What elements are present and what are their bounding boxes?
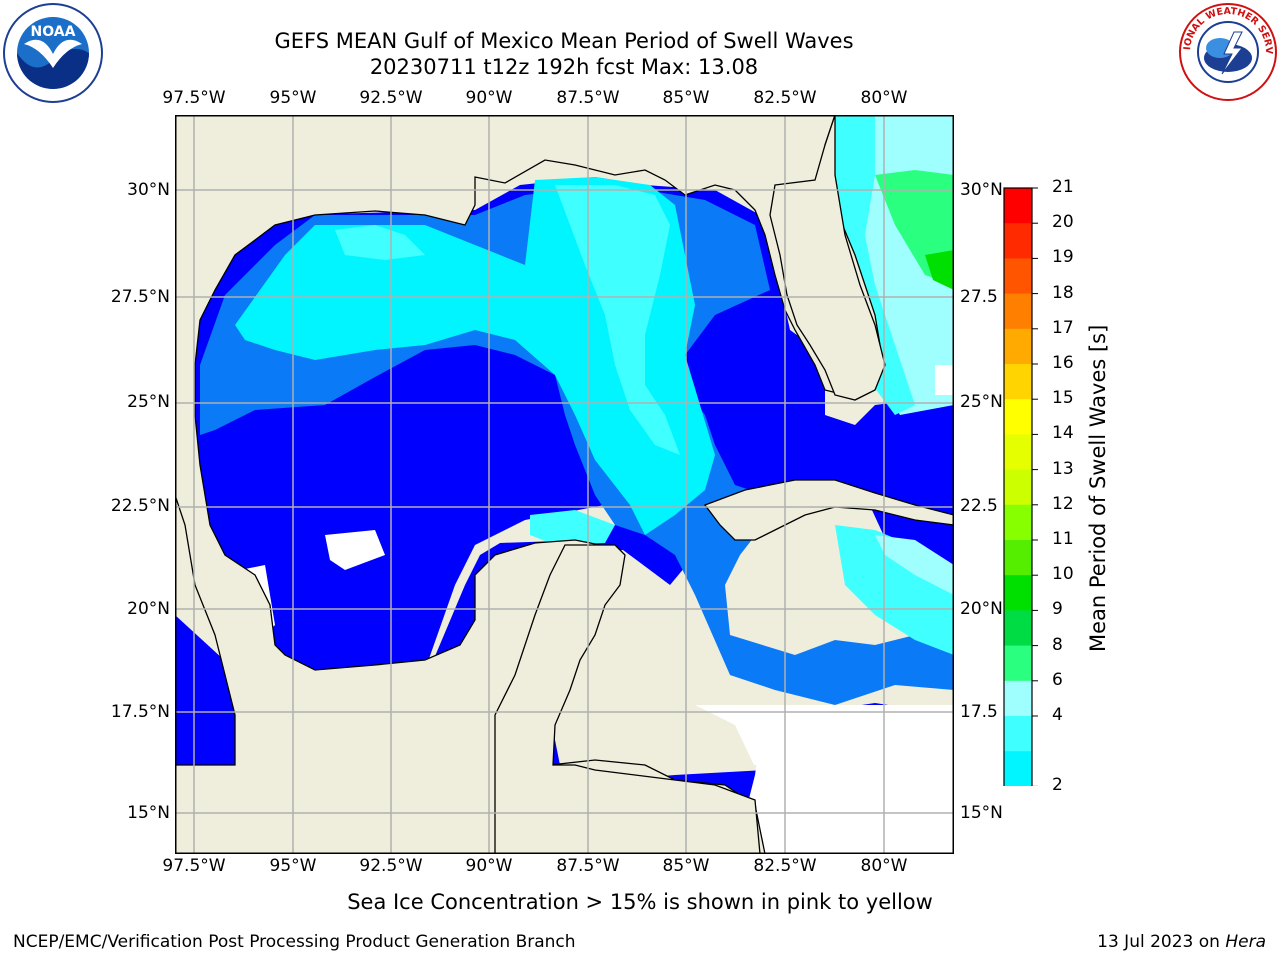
lat-label-right: 25°N (960, 392, 1003, 412)
footer-host: Hera (1225, 932, 1266, 952)
lon-label-bottom: 80°W (860, 856, 908, 876)
lon-label-bottom: 82.5°W (753, 856, 817, 876)
colorbar (1003, 187, 1038, 786)
colorbar-tick-label: 11 (1052, 529, 1074, 549)
lat-label-left: 20°N (127, 599, 170, 619)
lon-label-top: 87.5°W (556, 88, 620, 108)
colorbar-segment (1004, 575, 1032, 611)
lat-label-right: 17.5 (960, 702, 998, 722)
lon-label-bottom: 92.5°W (359, 856, 423, 876)
colorbar-tick-label: 15 (1052, 388, 1074, 409)
no-data-area (325, 530, 385, 570)
colorbar-segment (1004, 680, 1032, 717)
noaa-logo-icon: NOAA (3, 3, 103, 103)
band-light-cyan (555, 185, 680, 455)
colorbar-segment (1004, 399, 1032, 435)
footer-date-text: 13 Jul 2023 on (1097, 932, 1220, 952)
colorbar-label: Mean Period of Swell Waves [s] (1086, 324, 1110, 652)
lat-label-right: 20°N (960, 599, 1003, 619)
lon-label-top: 90°W (465, 88, 513, 108)
chart-title: GEFS MEAN Gulf of Mexico Mean Period of … (274, 29, 854, 53)
colorbar-tick-label: 8 (1052, 634, 1063, 655)
band-light-cyan-2 (335, 225, 425, 260)
colorbar-segment (1004, 610, 1032, 647)
colorbar-segment (1004, 328, 1032, 365)
colorbar-segment (1004, 434, 1032, 471)
lat-label-right: 27.5 (960, 287, 998, 307)
lon-label-bottom: 87.5°W (556, 856, 620, 876)
colorbar-segment (1004, 540, 1032, 576)
colorbar-tick-label: 20 (1052, 212, 1074, 233)
colorbar-tick-label: 16 (1052, 353, 1074, 373)
gulf-of-mexico-map (175, 115, 954, 854)
land-us-coast (175, 115, 954, 854)
colorbar-segment (1004, 258, 1032, 295)
colorbar-tick-label: 21 (1052, 177, 1074, 197)
colorbar-tick-label: 6 (1052, 669, 1063, 690)
sea-ice-note: Sea Ice Concentration > 15% is shown in … (347, 890, 933, 914)
colorbar-tick-label: 4 (1052, 705, 1063, 725)
land-florida (769, 115, 886, 401)
colorbar-segment (1004, 469, 1032, 506)
colorbar-segment (1004, 188, 1032, 224)
colorbar-tick-label: 10 (1052, 564, 1074, 585)
colorbar-segment (1004, 716, 1032, 752)
noaa-logo-text: NOAA (31, 24, 76, 40)
lon-label-top: 97.5°W (162, 88, 226, 108)
lat-label-left: 22.5°N (110, 496, 170, 516)
lon-label-top: 92.5°W (359, 88, 423, 108)
nws-logo-icon: NATIONAL WEATHER SERVICE (1178, 2, 1277, 101)
lon-label-bottom: 85°W (662, 856, 710, 876)
lon-label-top: 82.5°W (753, 88, 817, 108)
colorbar-tick-label: 17 (1052, 317, 1074, 338)
map-gridlines (175, 115, 954, 854)
lon-label-top: 85°W (662, 88, 710, 108)
land-yucatan (494, 544, 761, 854)
lon-label-top: 95°W (269, 88, 317, 108)
lon-label-bottom: 95°W (269, 856, 317, 876)
colorbar-tick-label: 9 (1052, 599, 1063, 620)
colorbar-tick-label: 12 (1052, 493, 1074, 514)
lat-label-left: 17.5°N (110, 702, 170, 722)
lat-label-right: 15°N (960, 803, 1003, 823)
colorbar-tick-label: 2 (1052, 775, 1063, 796)
caribbean-light-cyan (875, 535, 954, 595)
lon-label-top: 80°W (860, 88, 908, 108)
colorbar-segment (1004, 751, 1032, 786)
colorbar-tick-label: 19 (1052, 247, 1074, 268)
no-data-area-4 (735, 705, 954, 854)
lat-label-left: 15°N (127, 803, 170, 823)
lat-label-right: 30°N (960, 180, 1003, 200)
lat-label-right: 22.5 (960, 496, 998, 516)
colorbar-segment (1004, 645, 1032, 682)
land-cuba (703, 479, 954, 541)
lon-label-bottom: 90°W (465, 856, 513, 876)
colorbar-segment (1004, 504, 1032, 541)
colorbar-segment (1004, 223, 1032, 259)
colorbar-segment (1004, 364, 1032, 400)
no-data-area-3 (695, 705, 775, 765)
lat-label-left: 30°N (127, 180, 170, 200)
colorbar-segment (1004, 293, 1032, 330)
colorbar-tick-label: 13 (1052, 458, 1074, 479)
lon-label-bottom: 97.5°W (162, 856, 226, 876)
lat-label-left: 25°N (127, 392, 170, 412)
lat-label-left: 27.5°N (110, 287, 170, 307)
footer-producer: NCEP/EMC/Verification Post Processing Pr… (13, 932, 576, 952)
map-frame (175, 115, 954, 854)
band-light-cyan-3 (530, 510, 615, 545)
atlantic-green-2 (925, 250, 954, 290)
colorbar-tick-label: 18 (1052, 282, 1074, 303)
colorbar-tick-label: 14 (1052, 423, 1074, 444)
no-data-area-5 (935, 365, 954, 395)
footer-date: 13 Jul 2023 on Hera (1097, 932, 1266, 952)
chart-subtitle: 20230711 t12z 192h fcst Max: 13.08 (369, 55, 759, 79)
